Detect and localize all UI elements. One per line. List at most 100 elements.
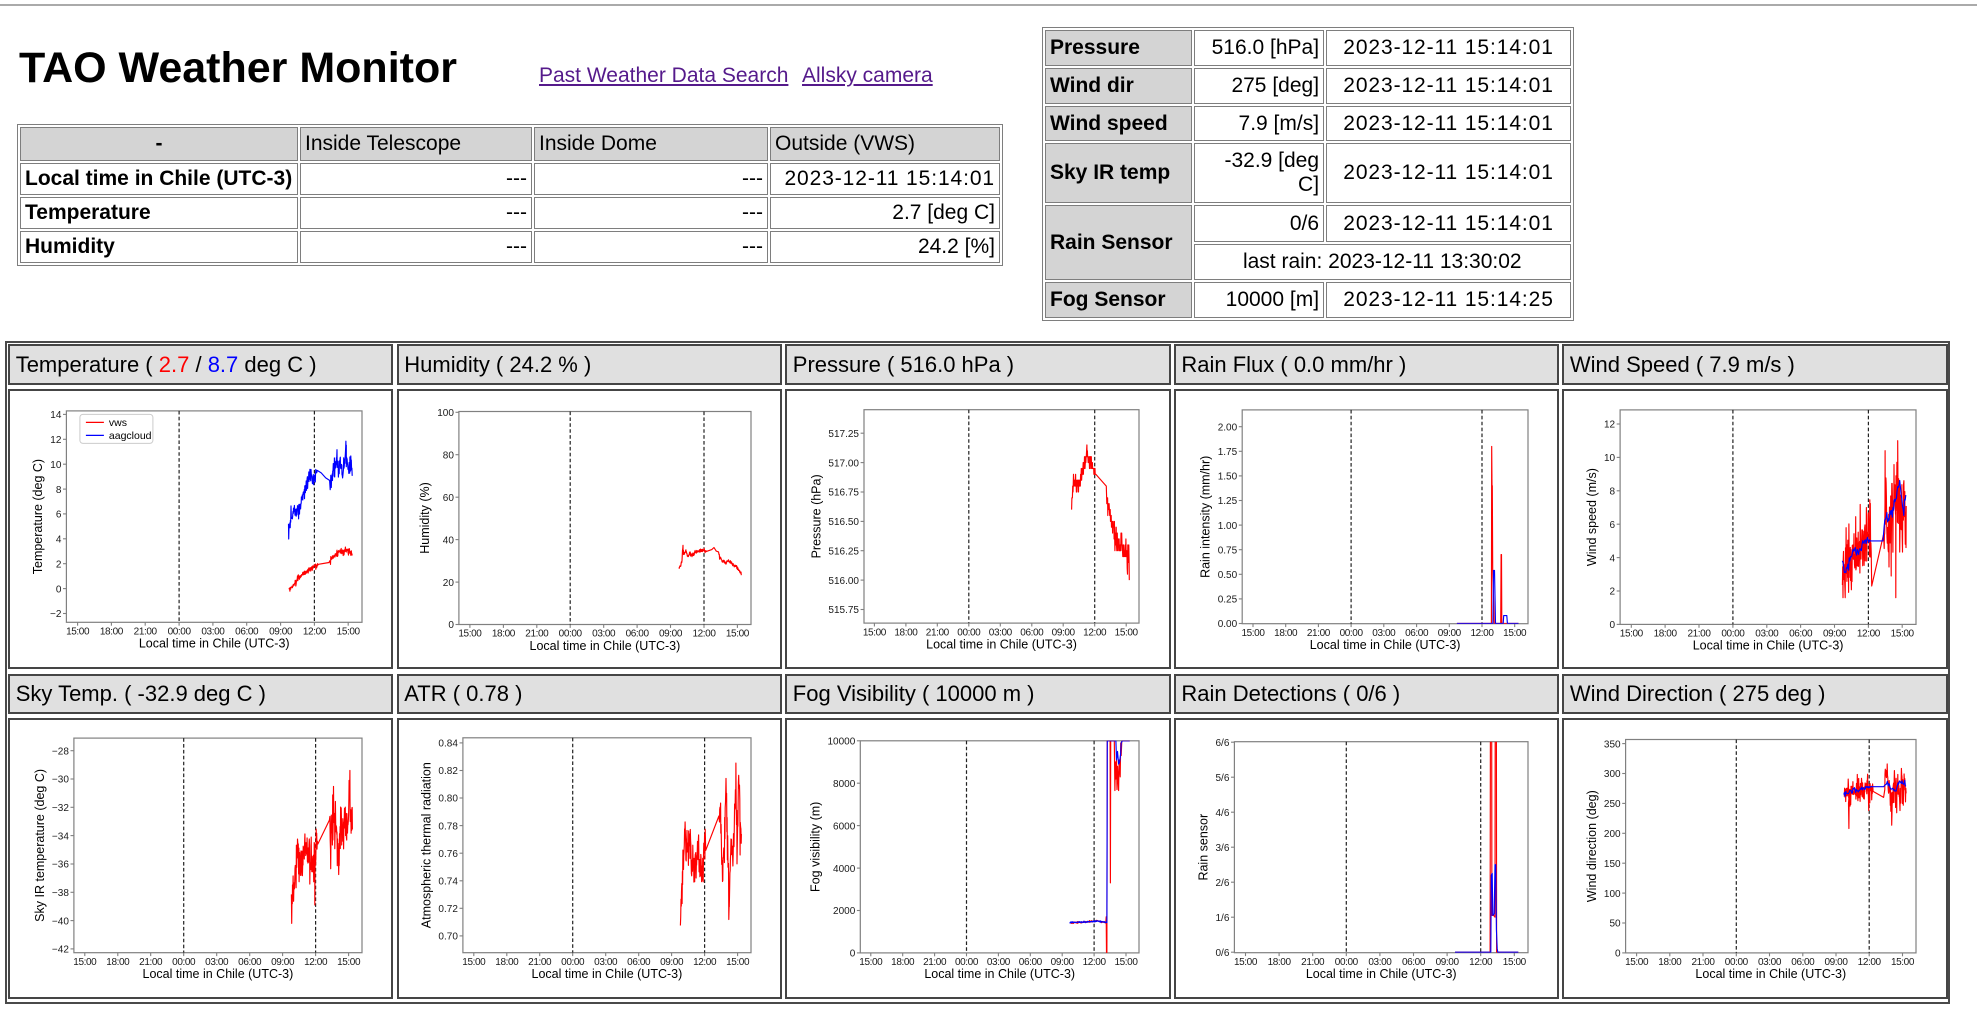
svg-text:15:00: 15:00: [1115, 957, 1139, 968]
svg-text:12:00: 12:00: [303, 626, 327, 637]
svg-text:6000: 6000: [833, 821, 856, 832]
svg-text:15:00: 15:00: [726, 628, 750, 639]
svg-text:15:00: 15:00: [66, 626, 90, 637]
svg-text:09:00: 09:00: [269, 626, 293, 637]
svg-text:15:00: 15:00: [1620, 628, 1644, 639]
svg-text:15:00: 15:00: [458, 628, 482, 639]
svg-text:03:00: 03:00: [989, 627, 1013, 638]
svg-text:515.75: 515.75: [829, 605, 860, 616]
svg-text:06:00: 06:00: [238, 957, 262, 968]
svg-text:15:00: 15:00: [73, 957, 97, 968]
svg-text:12: 12: [1604, 419, 1616, 430]
svg-text:18:00: 18:00: [1654, 628, 1678, 639]
svg-text:18:00: 18:00: [1659, 957, 1683, 968]
svg-text:2: 2: [1610, 586, 1616, 597]
svg-text:12:00: 12:00: [1470, 627, 1494, 638]
svg-text:517.00: 517.00: [829, 458, 860, 469]
svg-text:350: 350: [1604, 739, 1621, 750]
svg-text:00:00: 00:00: [1335, 957, 1359, 968]
svg-text:21:00: 21:00: [1301, 957, 1325, 968]
svg-text:1.00: 1.00: [1218, 520, 1238, 531]
svg-text:517.25: 517.25: [829, 428, 860, 439]
svg-text:Local time in Chile (UTC-3): Local time in Chile (UTC-3): [926, 637, 1077, 651]
svg-text:2000: 2000: [833, 906, 856, 917]
svg-text:1/6: 1/6: [1215, 913, 1229, 924]
svg-text:09:00: 09:00: [1438, 627, 1462, 638]
svg-text:00:00: 00:00: [1722, 628, 1746, 639]
svg-text:21:00: 21:00: [139, 957, 163, 968]
svg-text:03:00: 03:00: [592, 628, 616, 639]
svg-text:6: 6: [1610, 519, 1616, 530]
svg-text:06:00: 06:00: [1021, 627, 1045, 638]
svg-text:0/6: 0/6: [1215, 948, 1229, 959]
svg-text:0: 0: [1615, 948, 1621, 959]
svg-text:0.78: 0.78: [438, 821, 458, 832]
svg-text:2: 2: [56, 559, 62, 570]
svg-text:Pressure (hPa): Pressure (hPa): [810, 474, 824, 558]
svg-text:14: 14: [50, 410, 62, 421]
svg-text:Local time in Chile (UTC-3): Local time in Chile (UTC-3): [139, 636, 290, 650]
svg-text:09:00: 09:00: [1435, 957, 1459, 968]
svg-text:Local time in Chile (UTC-3): Local time in Chile (UTC-3): [529, 638, 680, 652]
svg-text:−30: −30: [52, 774, 69, 785]
svg-text:Local time in Chile (UTC-3): Local time in Chile (UTC-3): [1696, 967, 1847, 981]
svg-text:15:00: 15:00: [462, 957, 486, 968]
svg-text:50: 50: [1610, 918, 1622, 929]
svg-text:15:00: 15:00: [337, 626, 361, 637]
svg-text:18:00: 18:00: [1274, 627, 1298, 638]
svg-text:0.76: 0.76: [438, 849, 458, 860]
svg-text:03:00: 03:00: [1758, 957, 1782, 968]
svg-text:8: 8: [56, 484, 62, 495]
svg-text:4: 4: [56, 534, 62, 545]
svg-text:0.25: 0.25: [1218, 594, 1238, 605]
svg-text:00:00: 00:00: [1725, 957, 1749, 968]
svg-text:300: 300: [1604, 769, 1621, 780]
svg-text:Wind direction (deg): Wind direction (deg): [1585, 790, 1599, 902]
svg-text:15:00: 15:00: [337, 957, 361, 968]
svg-text:18:00: 18:00: [495, 957, 519, 968]
svg-text:09:00: 09:00: [1825, 957, 1849, 968]
svg-text:0.80: 0.80: [438, 793, 458, 804]
svg-text:09:00: 09:00: [1052, 627, 1076, 638]
svg-text:Wind speed (m/s): Wind speed (m/s): [1585, 468, 1599, 566]
svg-text:5/6: 5/6: [1215, 773, 1229, 784]
svg-text:Atmospheric thermal radiation: Atmospheric thermal radiation: [419, 762, 433, 928]
svg-text:06:00: 06:00: [235, 626, 259, 637]
svg-text:09:00: 09:00: [1823, 628, 1847, 639]
svg-text:15:00: 15:00: [860, 957, 884, 968]
svg-text:−36: −36: [52, 859, 69, 870]
svg-text:18:00: 18:00: [100, 626, 124, 637]
svg-text:−40: −40: [52, 916, 69, 927]
svg-text:21:00: 21:00: [525, 628, 549, 639]
svg-text:00:00: 00:00: [172, 957, 196, 968]
svg-text:516.75: 516.75: [829, 487, 860, 498]
svg-text:4/6: 4/6: [1215, 808, 1229, 819]
svg-text:0: 0: [56, 584, 62, 595]
svg-text:09:00: 09:00: [660, 957, 684, 968]
svg-text:250: 250: [1604, 799, 1621, 810]
svg-text:60: 60: [443, 492, 455, 503]
svg-text:21:00: 21:00: [1692, 957, 1716, 968]
svg-text:2/6: 2/6: [1215, 878, 1229, 889]
svg-text:15:00: 15:00: [1503, 627, 1527, 638]
svg-text:12:00: 12:00: [693, 957, 717, 968]
svg-text:00:00: 00:00: [955, 957, 979, 968]
svg-text:0.84: 0.84: [438, 738, 458, 749]
svg-text:aagcloud: aagcloud: [109, 429, 152, 441]
svg-text:18:00: 18:00: [1267, 957, 1291, 968]
svg-text:2.00: 2.00: [1218, 422, 1238, 433]
svg-text:12:00: 12:00: [1857, 628, 1881, 639]
svg-text:03:00: 03:00: [202, 626, 226, 637]
svg-text:06:00: 06:00: [1792, 957, 1816, 968]
svg-text:0.70: 0.70: [438, 931, 458, 942]
svg-text:03:00: 03:00: [1372, 627, 1396, 638]
svg-text:0.82: 0.82: [438, 766, 458, 777]
svg-text:12:00: 12:00: [1858, 957, 1882, 968]
svg-text:150: 150: [1604, 859, 1621, 870]
svg-text:3/6: 3/6: [1215, 843, 1229, 854]
svg-text:−2: −2: [50, 609, 62, 620]
svg-text:03:00: 03:00: [1756, 628, 1780, 639]
svg-text:1.50: 1.50: [1218, 471, 1238, 482]
svg-text:06:00: 06:00: [1405, 627, 1429, 638]
svg-text:0.00: 0.00: [1218, 619, 1238, 630]
